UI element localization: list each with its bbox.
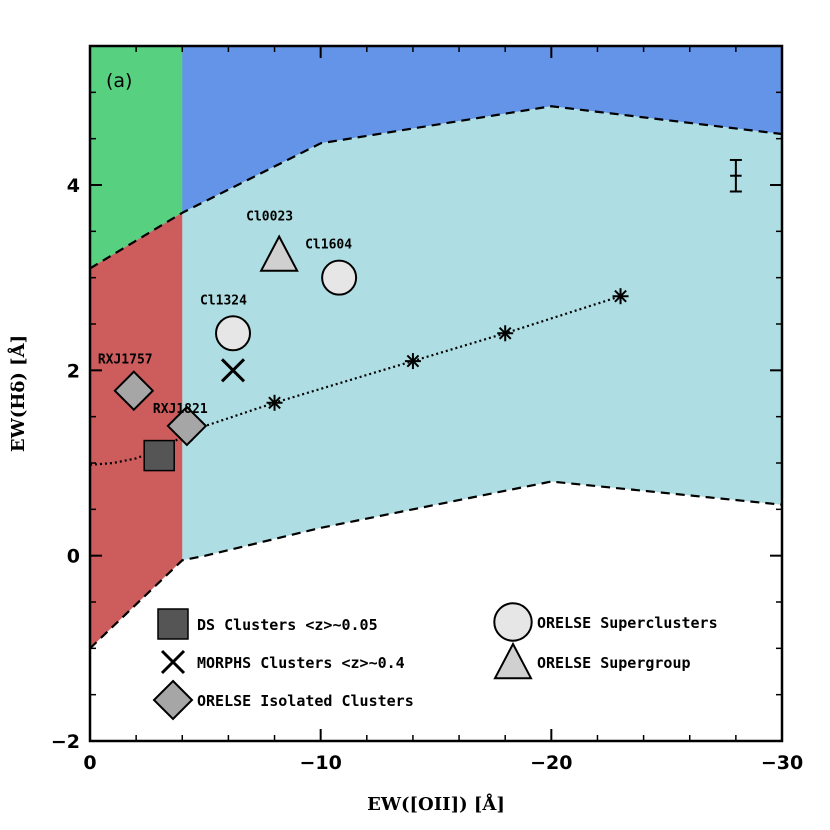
region-blue <box>90 46 782 269</box>
region-cyan <box>182 106 782 561</box>
data-point-diamond <box>166 405 208 447</box>
legend-marker-circle <box>493 602 533 642</box>
data-point-circle <box>321 259 358 296</box>
legend-marker-triangle <box>493 641 533 680</box>
point-label: RXJ1757 <box>98 353 153 368</box>
plot-area <box>90 46 782 650</box>
x-tick-label: −20 <box>530 752 572 774</box>
model-star-stroke <box>268 396 281 410</box>
model-star-point <box>497 325 514 342</box>
y-axis-title: EW(Hδ) [Å] <box>6 335 29 452</box>
y-tick-label: −2 <box>51 731 80 753</box>
data-point-circle <box>215 315 252 352</box>
legend-label: DS Clusters <z>~0.05 <box>197 616 378 634</box>
legend-label: ORELSE Isolated Clusters <box>197 692 414 710</box>
region-red <box>90 212 183 649</box>
legend-label: MORPHS Clusters <z>~0.4 <box>197 654 405 672</box>
model-star-point <box>404 353 421 370</box>
point-label: Cl1324 <box>200 293 247 308</box>
legend-marker-x-stroke <box>160 649 186 675</box>
legend-marker-square <box>157 608 189 640</box>
y-tick-label: 0 <box>67 546 80 568</box>
model-star-point <box>612 288 629 305</box>
point-label: RXJ1821 <box>153 402 208 417</box>
x-axis-title: EW([OII]) [Å] <box>367 792 505 815</box>
y-tick-label: 4 <box>67 175 80 197</box>
legend: DS Clusters <z>~0.05 MORPHS Clusters <z>~… <box>152 602 718 721</box>
point-label: Cl0023 <box>246 210 293 225</box>
model-star-stroke <box>614 289 627 303</box>
legend-label: ORELSE Superclusters <box>537 614 718 632</box>
data-point-x <box>220 358 246 383</box>
y-tick-label: 2 <box>67 360 80 382</box>
model-star-stroke <box>498 326 512 340</box>
x-tick-label: −30 <box>761 752 803 774</box>
plot-frame <box>88 44 784 743</box>
model-star-point <box>266 394 283 411</box>
lower-boundary-line <box>90 480 782 650</box>
model-star-stroke <box>406 354 420 368</box>
error-bar <box>729 158 742 193</box>
point-label: Cl1604 <box>305 238 352 253</box>
legend-marker-x <box>160 649 186 675</box>
x-tick-label: −10 <box>299 752 341 774</box>
legend-label: ORELSE Supergroup <box>537 654 691 672</box>
data-point-square <box>143 439 175 472</box>
data-point-triangle <box>259 234 299 272</box>
upper-boundary-line <box>90 105 782 270</box>
data-point-diamond <box>113 370 155 412</box>
legend-marker-diamond <box>152 679 194 721</box>
region-green <box>90 46 183 269</box>
data-point-x-stroke <box>220 358 246 383</box>
x-tick-label: 0 <box>83 752 96 774</box>
panel-label: (a) <box>106 70 132 92</box>
